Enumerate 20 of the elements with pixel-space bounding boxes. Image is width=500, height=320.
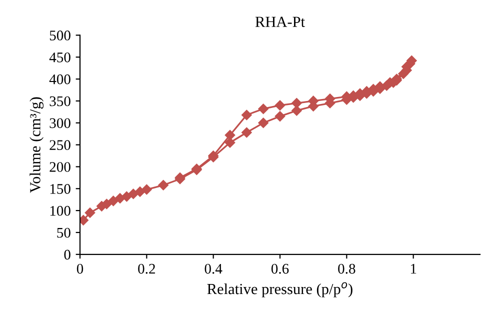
x-tick-label: 0.6 <box>271 264 289 274</box>
y-tick-label: 450 <box>49 52 70 62</box>
x-tick-label: 1 <box>410 264 416 274</box>
y-tick-label: 0 <box>64 250 70 260</box>
x-tick-label: 0.4 <box>204 264 222 274</box>
y-tick-label: 50 <box>57 228 70 238</box>
y-tick-label: 200 <box>50 162 70 172</box>
y-tick-label: 300 <box>50 118 70 128</box>
y-tick-label: 100 <box>50 206 70 216</box>
x-axis-title: Relative pressure (p/p$^{o}$) <box>207 282 352 298</box>
y-tick-label: 250 <box>50 140 70 150</box>
y-tick-label: 500 <box>50 30 70 40</box>
x-tick-label: 0 <box>76 264 84 274</box>
x-tick-label: 0.8 <box>338 264 356 274</box>
y-tick-label: 400 <box>49 74 70 84</box>
chart-title: RHA-Pt <box>255 16 305 28</box>
y-axis-title: Volume (cm³/g) <box>30 97 44 193</box>
y-tick-label: 350 <box>50 96 70 106</box>
y-tick-label: 150 <box>50 184 70 194</box>
x-tick-label: 0.2 <box>138 264 155 274</box>
